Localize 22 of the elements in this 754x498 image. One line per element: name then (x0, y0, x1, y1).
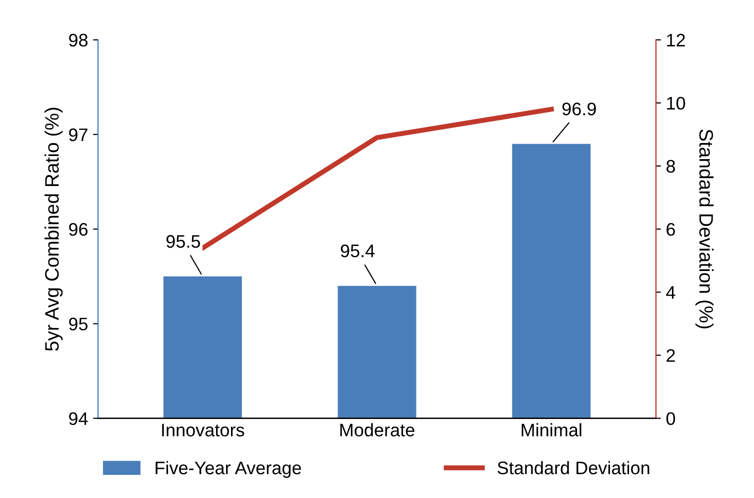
y2-tick-label: 4 (666, 286, 676, 299)
y-tick-label: 95 (69, 318, 88, 330)
data-label: 95.4 (340, 244, 375, 258)
y2-tick-label: 8 (666, 160, 675, 173)
y-tick-label: 97 (69, 128, 88, 142)
legend-label: Five-Year Average (156, 461, 301, 478)
x-tick-label: Innovators (162, 424, 244, 436)
y2-tick-label: 0 (666, 412, 676, 426)
legend-label: Standard Deviation (498, 461, 650, 474)
data-label: 96.9 (562, 102, 596, 116)
y-axis-title: 5yr Avg Combined Ratio (%) (44, 108, 63, 351)
x-tick-label: Minimal (522, 423, 582, 436)
y2-axis-title: Standard Deviation (%) (695, 129, 714, 328)
y2-tick-label: 10 (667, 96, 686, 110)
y2-tick-label: 6 (666, 223, 675, 236)
y-tick-label: 98 (69, 34, 88, 47)
y2-tick-label: 2 (666, 349, 675, 362)
data-label: 95.5 (166, 235, 200, 248)
y-tick-label: 94 (69, 412, 88, 426)
y2-tick-label: 12 (667, 34, 685, 46)
x-tick-label: Moderate (340, 423, 414, 436)
y-tick-label: 96 (69, 223, 88, 236)
